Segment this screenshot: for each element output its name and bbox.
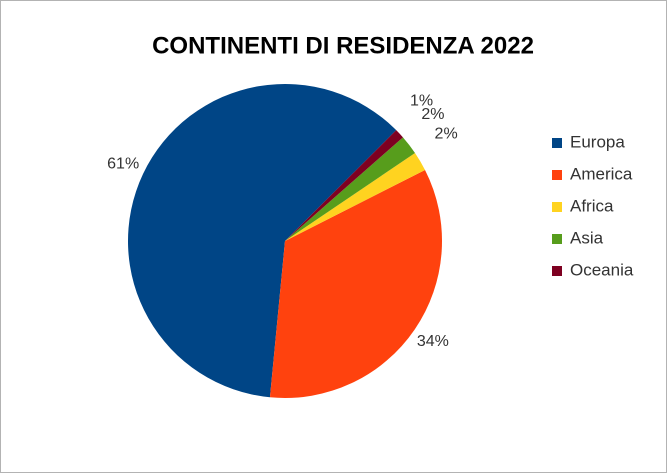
pie-slice <box>269 169 442 398</box>
legend-label: Oceania <box>570 260 634 279</box>
legend-swatch <box>552 234 562 244</box>
legend-swatch <box>552 266 562 276</box>
data-label: 34% <box>417 333 449 350</box>
pie-slice <box>127 83 397 398</box>
legend-label: Africa <box>570 196 614 215</box>
legend-swatch <box>552 170 562 180</box>
data-label: 2% <box>421 106 444 123</box>
pie-slice <box>285 137 416 241</box>
legend-swatch <box>552 202 562 212</box>
data-label: 2% <box>435 125 458 142</box>
chart-title: CONTINENTI DI RESIDENZA 2022 <box>152 32 534 59</box>
legend-label: Asia <box>570 228 604 247</box>
pie-slice <box>285 130 403 241</box>
pie-slice <box>285 152 426 241</box>
data-label: 1% <box>410 92 433 109</box>
legend-swatch <box>552 138 562 148</box>
data-label: 61% <box>107 156 139 173</box>
legend-label: Europa <box>570 132 625 151</box>
legend-label: America <box>570 164 633 183</box>
